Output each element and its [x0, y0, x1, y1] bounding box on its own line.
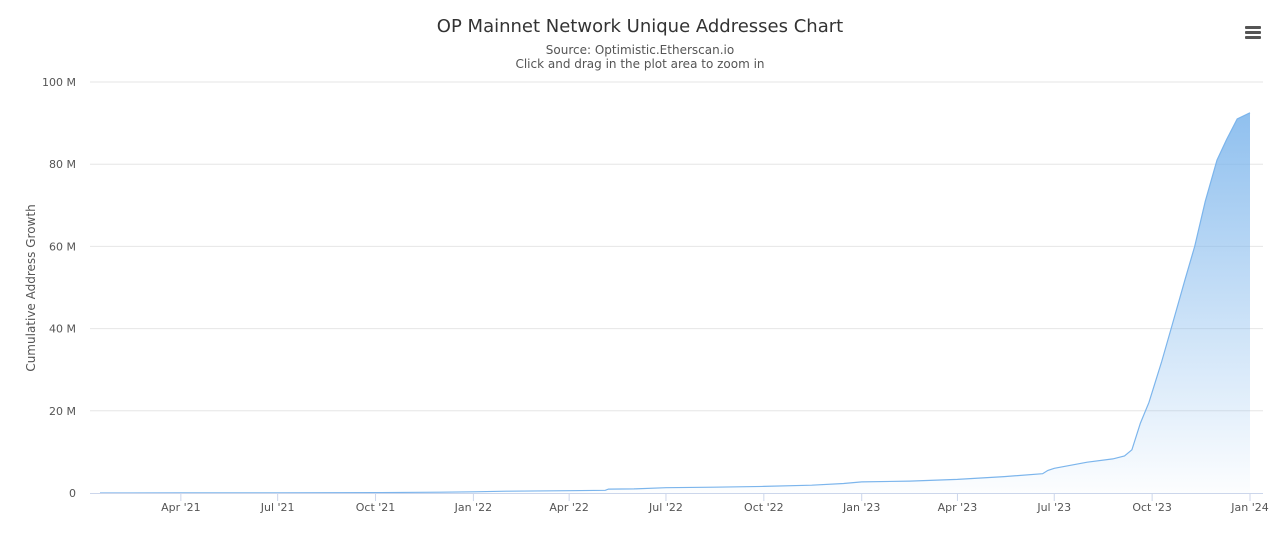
- x-tick-label: Apr '22: [549, 501, 589, 514]
- x-tick-label: Jan '22: [454, 501, 492, 514]
- x-tick-label: Jan '23: [842, 501, 880, 514]
- y-tick-label: 80 M: [49, 158, 76, 171]
- x-tick-label: Oct '23: [1132, 501, 1172, 514]
- y-tick-label: 40 M: [49, 323, 76, 336]
- y-axis-title: Cumulative Address Growth: [24, 204, 38, 371]
- x-tick-label: Apr '21: [161, 501, 201, 514]
- x-tick-label: Oct '22: [744, 501, 784, 514]
- x-tick-label: Jan '24: [1230, 501, 1268, 514]
- zoom-instruction: Click and drag in the plot area to zoom …: [515, 57, 765, 71]
- x-tick-label: Jul '22: [648, 501, 683, 514]
- y-tick-label: 100 M: [42, 76, 76, 89]
- x-tick-label: Jul '23: [1036, 501, 1071, 514]
- series-area: [100, 112, 1250, 494]
- y-tick-label: 20 M: [49, 405, 76, 418]
- x-tick-label: Apr '23: [938, 501, 978, 514]
- x-tick-label: Jul '21: [260, 501, 295, 514]
- y-tick-label: 0: [69, 487, 76, 500]
- x-tick-label: Oct '21: [356, 501, 396, 514]
- chart-title: OP Mainnet Network Unique Addresses Char…: [436, 16, 844, 37]
- chart-context-menu-button[interactable]: [1240, 22, 1266, 44]
- y-tick-label: 60 M: [49, 240, 76, 253]
- series-line: [99, 112, 1251, 494]
- chart-subtitle: Source: Optimistic.Etherscan.io: [545, 43, 735, 57]
